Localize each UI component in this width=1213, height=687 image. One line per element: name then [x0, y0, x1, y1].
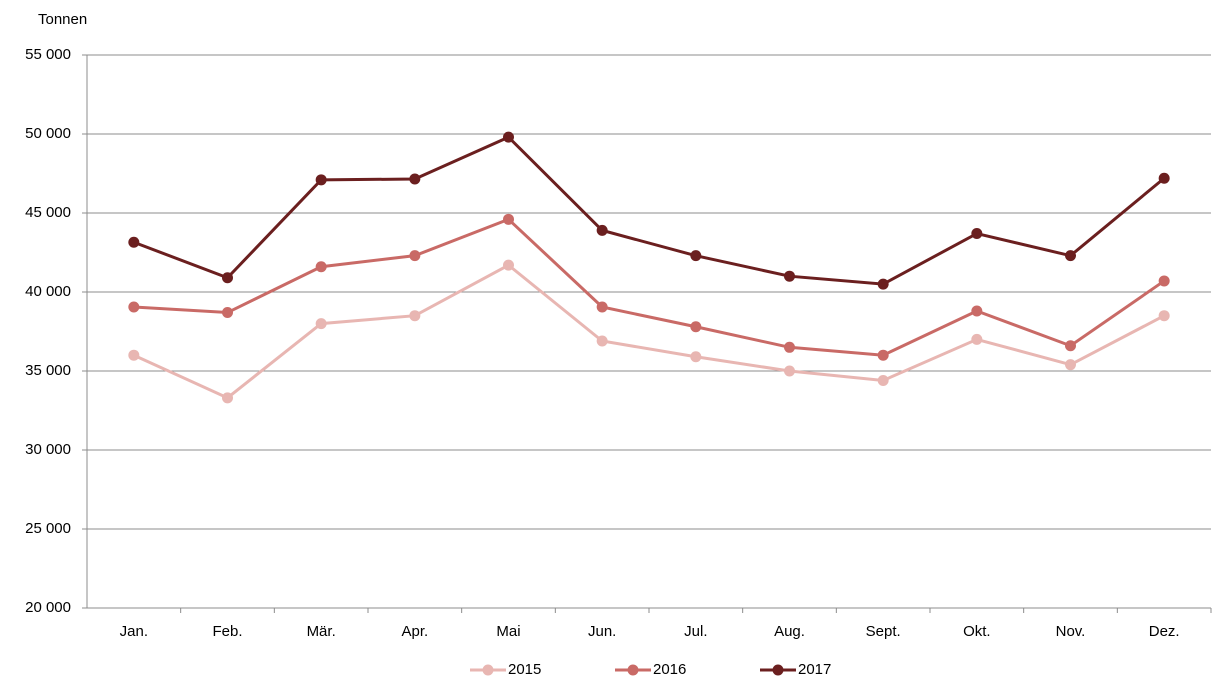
point	[1065, 359, 1076, 371]
point	[1065, 250, 1076, 262]
point	[222, 392, 233, 404]
y-tick-label: 50 000	[25, 125, 71, 142]
legend-marker	[627, 664, 639, 676]
line	[133, 263, 1165, 400]
point	[409, 173, 421, 185]
point	[971, 333, 983, 345]
point	[503, 131, 514, 143]
point	[128, 301, 140, 313]
point	[1158, 275, 1170, 287]
point	[784, 270, 795, 282]
x-tick-label: Okt.	[963, 623, 991, 640]
x-tick-label: Mai	[496, 623, 520, 640]
line	[133, 217, 1166, 357]
legend-marker	[772, 664, 784, 676]
point	[690, 351, 702, 363]
x-tick-label: Jan.	[120, 623, 148, 640]
x-tick-label: Apr.	[401, 623, 428, 640]
point	[409, 310, 421, 322]
y-tick-label: 20 000	[25, 599, 71, 616]
point	[128, 349, 140, 361]
legend-label: 2016	[653, 661, 686, 678]
y-tick-label: 45 000	[25, 204, 71, 221]
point	[971, 228, 983, 240]
y-tick-label: 30 000	[25, 441, 71, 458]
point	[1158, 310, 1170, 322]
x-tick-label: Dez.	[1149, 623, 1180, 640]
point	[503, 259, 514, 271]
y-axis-label: Tonnen	[38, 11, 87, 28]
point	[596, 224, 608, 236]
point	[315, 174, 327, 186]
point	[596, 301, 608, 313]
point	[596, 335, 608, 347]
x-tick-label: Mär.	[307, 623, 336, 640]
y-tick-label: 40 000	[25, 283, 71, 300]
point	[877, 278, 889, 290]
point	[690, 250, 702, 262]
legend-label: 2017	[798, 661, 831, 678]
x-tick-label: Jun.	[588, 623, 616, 640]
x-tick-label: Feb.	[212, 623, 242, 640]
line	[133, 135, 1166, 286]
point	[690, 321, 702, 333]
legend-label: 2015	[508, 661, 541, 678]
y-tick-label: 55 000	[25, 46, 71, 63]
point	[222, 272, 233, 284]
point	[971, 305, 983, 317]
point	[877, 349, 889, 361]
x-tick-label: Nov.	[1056, 623, 1086, 640]
legend-marker	[482, 664, 494, 676]
point	[1158, 172, 1170, 184]
y-tick-label: 35 000	[25, 362, 71, 379]
point	[1065, 340, 1076, 352]
point	[222, 307, 233, 319]
point	[784, 341, 795, 353]
point	[784, 365, 795, 377]
x-tick-label: Sept.	[866, 623, 901, 640]
point	[128, 236, 140, 248]
point	[315, 318, 327, 330]
y-tick-label: 25 000	[25, 520, 71, 537]
x-tick-label: Jul.	[684, 623, 707, 640]
x-tick-label: Aug.	[774, 623, 805, 640]
point	[503, 213, 514, 225]
point	[409, 250, 421, 262]
point	[315, 261, 327, 273]
point	[877, 374, 889, 386]
